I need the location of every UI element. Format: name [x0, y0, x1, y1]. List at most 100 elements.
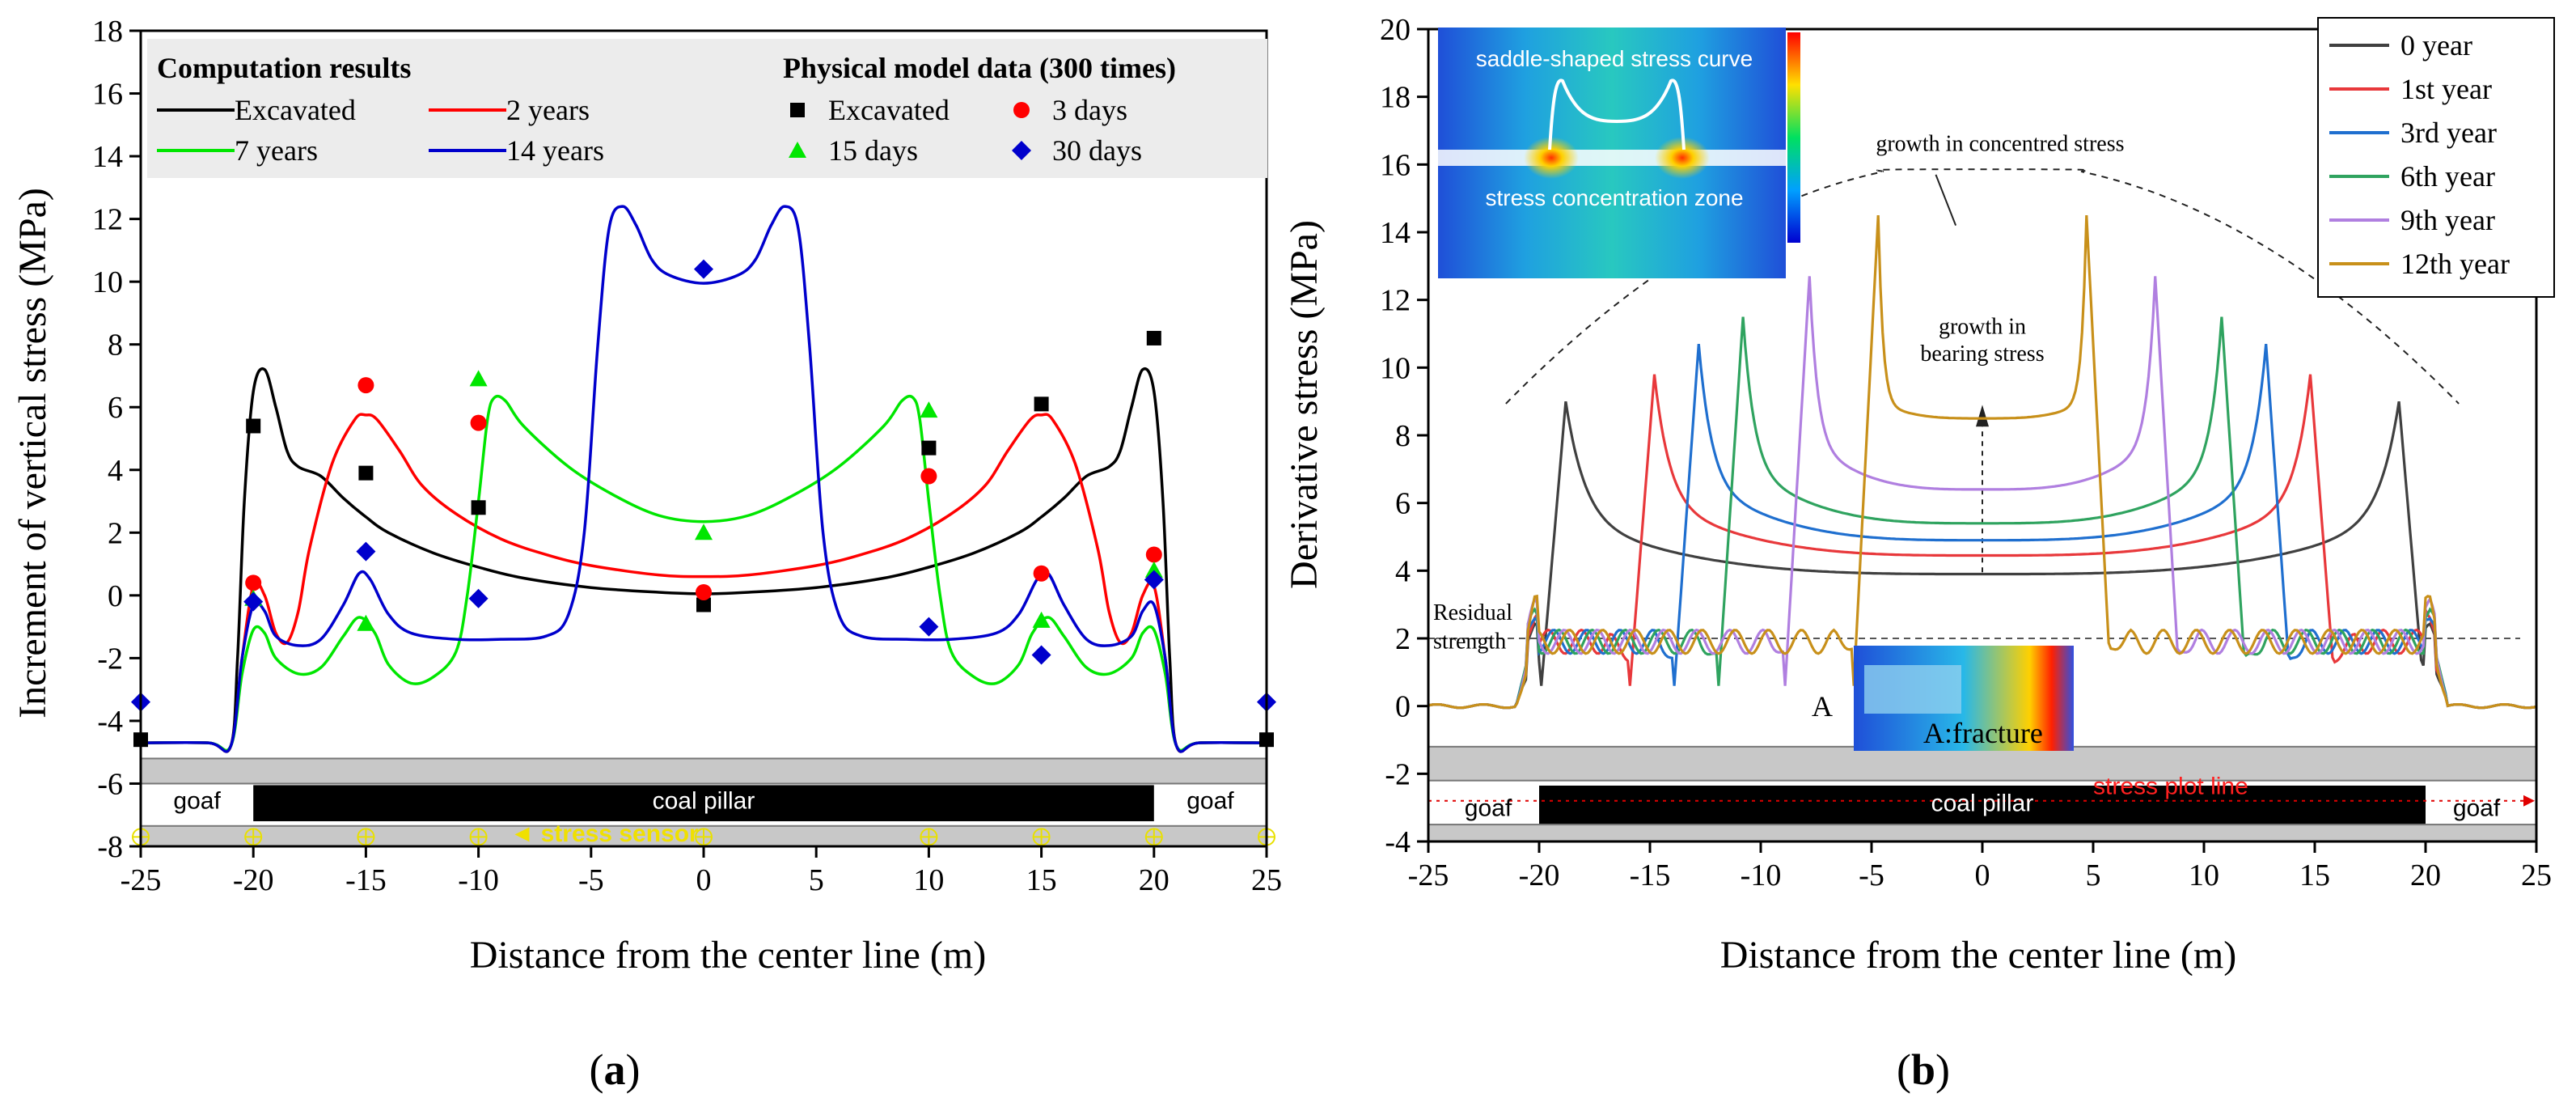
envelope-curve	[1505, 168, 2460, 405]
stress-sensor-cross	[470, 829, 487, 846]
y-tick-label-a: 16	[92, 78, 123, 112]
legend-title-computation: Computation results	[157, 52, 411, 84]
legend-label-b: 1st year	[2400, 73, 2492, 105]
series-line-14-years	[140, 205, 1267, 753]
legend-label-b: 12th year	[2400, 248, 2510, 280]
series-group-a	[131, 205, 1276, 753]
y-tick-label-b: 10	[1380, 351, 1411, 385]
x-tick-label-b: 25	[2521, 858, 2552, 892]
legend-label-a: 15 days	[828, 134, 918, 167]
data-point-3-days	[696, 583, 712, 600]
panel-letter-a: a	[604, 1045, 626, 1094]
y-axis-label-b: Derivative stress (MPa)	[1283, 220, 1326, 589]
series-line-6th-year	[1428, 316, 2537, 710]
strip-sensor-label-a: ◄ stress sensor	[510, 820, 699, 847]
legend-label-a: 14 years	[506, 134, 604, 167]
x-axis-label-b: Distance from the center line (m)	[1720, 934, 2236, 977]
x-tick-label-a: 0	[696, 863, 712, 897]
x-tick-label-a: -20	[233, 863, 274, 897]
inset-top-pillar-band	[1438, 150, 1786, 166]
y-tick-label-b: 8	[1395, 419, 1411, 453]
strip-goaf-left-a: goaf	[173, 787, 221, 814]
growth-bearing-label-2: bearing stress	[1920, 341, 2044, 367]
y-tick-label-a: 12	[92, 203, 123, 237]
data-point-30-days	[1144, 570, 1164, 590]
inset-top-title: saddle-shaped stress curve	[1476, 46, 1753, 71]
y-tick-label-a: -6	[97, 767, 123, 801]
x-tick-label-a: -15	[345, 863, 387, 897]
legend-swatch-marker	[789, 142, 806, 158]
panel-label-a: (a)	[590, 1045, 641, 1094]
x-tick-label-a: -5	[578, 863, 604, 897]
axes-a: -25 -20 -15 -10 -5 0 5 10 15 20 25-8-6-4-202468101…	[92, 15, 1282, 897]
series-line-1st-year	[1428, 374, 2537, 710]
data-point-30-days	[243, 591, 264, 612]
legend-box-b	[2317, 17, 2555, 298]
legend-items-b: 0 year 1st year 3rd year 6th year 9th year 12…	[2329, 29, 2510, 280]
y-tick-label-b: 12	[1380, 284, 1411, 318]
legend-label-b: 9th year	[2400, 204, 2495, 236]
series-line-12th-year	[1428, 215, 2537, 710]
data-point-30-days	[468, 588, 489, 608]
x-tick-label-a: 5	[809, 863, 824, 897]
legend-label-a: 30 days	[1052, 134, 1142, 167]
legend-swatch-marker	[1013, 102, 1030, 118]
y-tick-label-b: 16	[1380, 148, 1411, 182]
legend-b: 0 year 1st year 3rd year 6th year 9th year 12…	[2317, 17, 2555, 298]
y-tick-label-a: 4	[108, 454, 123, 488]
y-tick-label-a: 10	[92, 265, 123, 299]
inset-stress-contour: saddle-shaped stress curve stress concen…	[1438, 28, 1800, 278]
y-tick-label-a: 14	[92, 140, 123, 174]
inset-bottom-fracture-zone	[1864, 665, 1961, 714]
strip-pillar-label-a: coal pillar	[653, 787, 755, 814]
stress-sensor-cross	[1145, 829, 1162, 846]
y-tick-label-b: 6	[1395, 487, 1411, 521]
x-tick-label-a: -25	[121, 863, 162, 897]
series-line-3rd-year	[1428, 343, 2537, 710]
data-point-excavated	[471, 500, 486, 515]
x-tick-label-a: 10	[913, 863, 944, 897]
inset-bottom-label: A:fracture	[1923, 717, 2043, 749]
x-axis-label-a: Distance from the center line (m)	[470, 934, 986, 977]
series-line-9th-year	[1428, 276, 2537, 710]
y-tick-label-a: 8	[108, 328, 123, 362]
inset-top-saddle-curve	[1548, 78, 1686, 150]
inset-top-hotspot-left	[1524, 137, 1579, 179]
series-line-0-year	[1428, 401, 2537, 710]
inset-top-zone-label: stress concentration zone	[1485, 185, 1743, 210]
data-point-excavated	[246, 418, 261, 434]
y-tick-label-a: -4	[97, 705, 123, 739]
y-tick-label-a: 18	[92, 15, 123, 49]
x-tick-label-b: 0	[1975, 858, 1990, 892]
residual-label-line1: Residual	[1433, 600, 1512, 625]
y-tick-label-a: 0	[108, 579, 123, 613]
x-tick-label-b: 15	[2299, 858, 2330, 892]
axes-b: -25 -20 -15 -10 -5 0 5 10 15 20 25-4-2024681012141…	[1380, 13, 2552, 892]
series-group-b	[1428, 215, 2537, 710]
legend-label-a: Excavated	[828, 94, 950, 126]
data-point-30-days	[694, 259, 713, 279]
y-tick-label-b: 0	[1395, 690, 1411, 724]
y-tick-label-b: 18	[1380, 81, 1411, 115]
strip-goaf-right-a: goaf	[1186, 787, 1234, 814]
data-point-15-days	[357, 614, 375, 631]
x-tick-label-a: 15	[1026, 863, 1057, 897]
data-point-excavated	[358, 465, 374, 481]
data-point-3-days	[245, 574, 262, 591]
strip-coal-pillar-b	[1539, 785, 2426, 825]
y-tick-label-a: -2	[97, 642, 123, 676]
inset-top-hotspot-right	[1655, 137, 1710, 179]
strip-upper-rock-b	[1428, 745, 2537, 782]
legend-label-a: 7 years	[235, 134, 318, 167]
x-tick-label-a: -10	[458, 863, 499, 897]
y-tick-label-b: 20	[1380, 13, 1411, 47]
y-tick-label-b: 2	[1395, 622, 1411, 656]
legend-title-physical: Physical model data (300 times)	[783, 52, 1176, 84]
inset-bottom-marker: A	[1812, 690, 1833, 723]
x-tick-label-b: -5	[1859, 858, 1884, 892]
y-tick-label-b: -4	[1385, 825, 1411, 859]
x-tick-label-b: -25	[1408, 858, 1449, 892]
stress-sensor-cross	[245, 829, 262, 846]
data-point-excavated	[921, 440, 937, 456]
